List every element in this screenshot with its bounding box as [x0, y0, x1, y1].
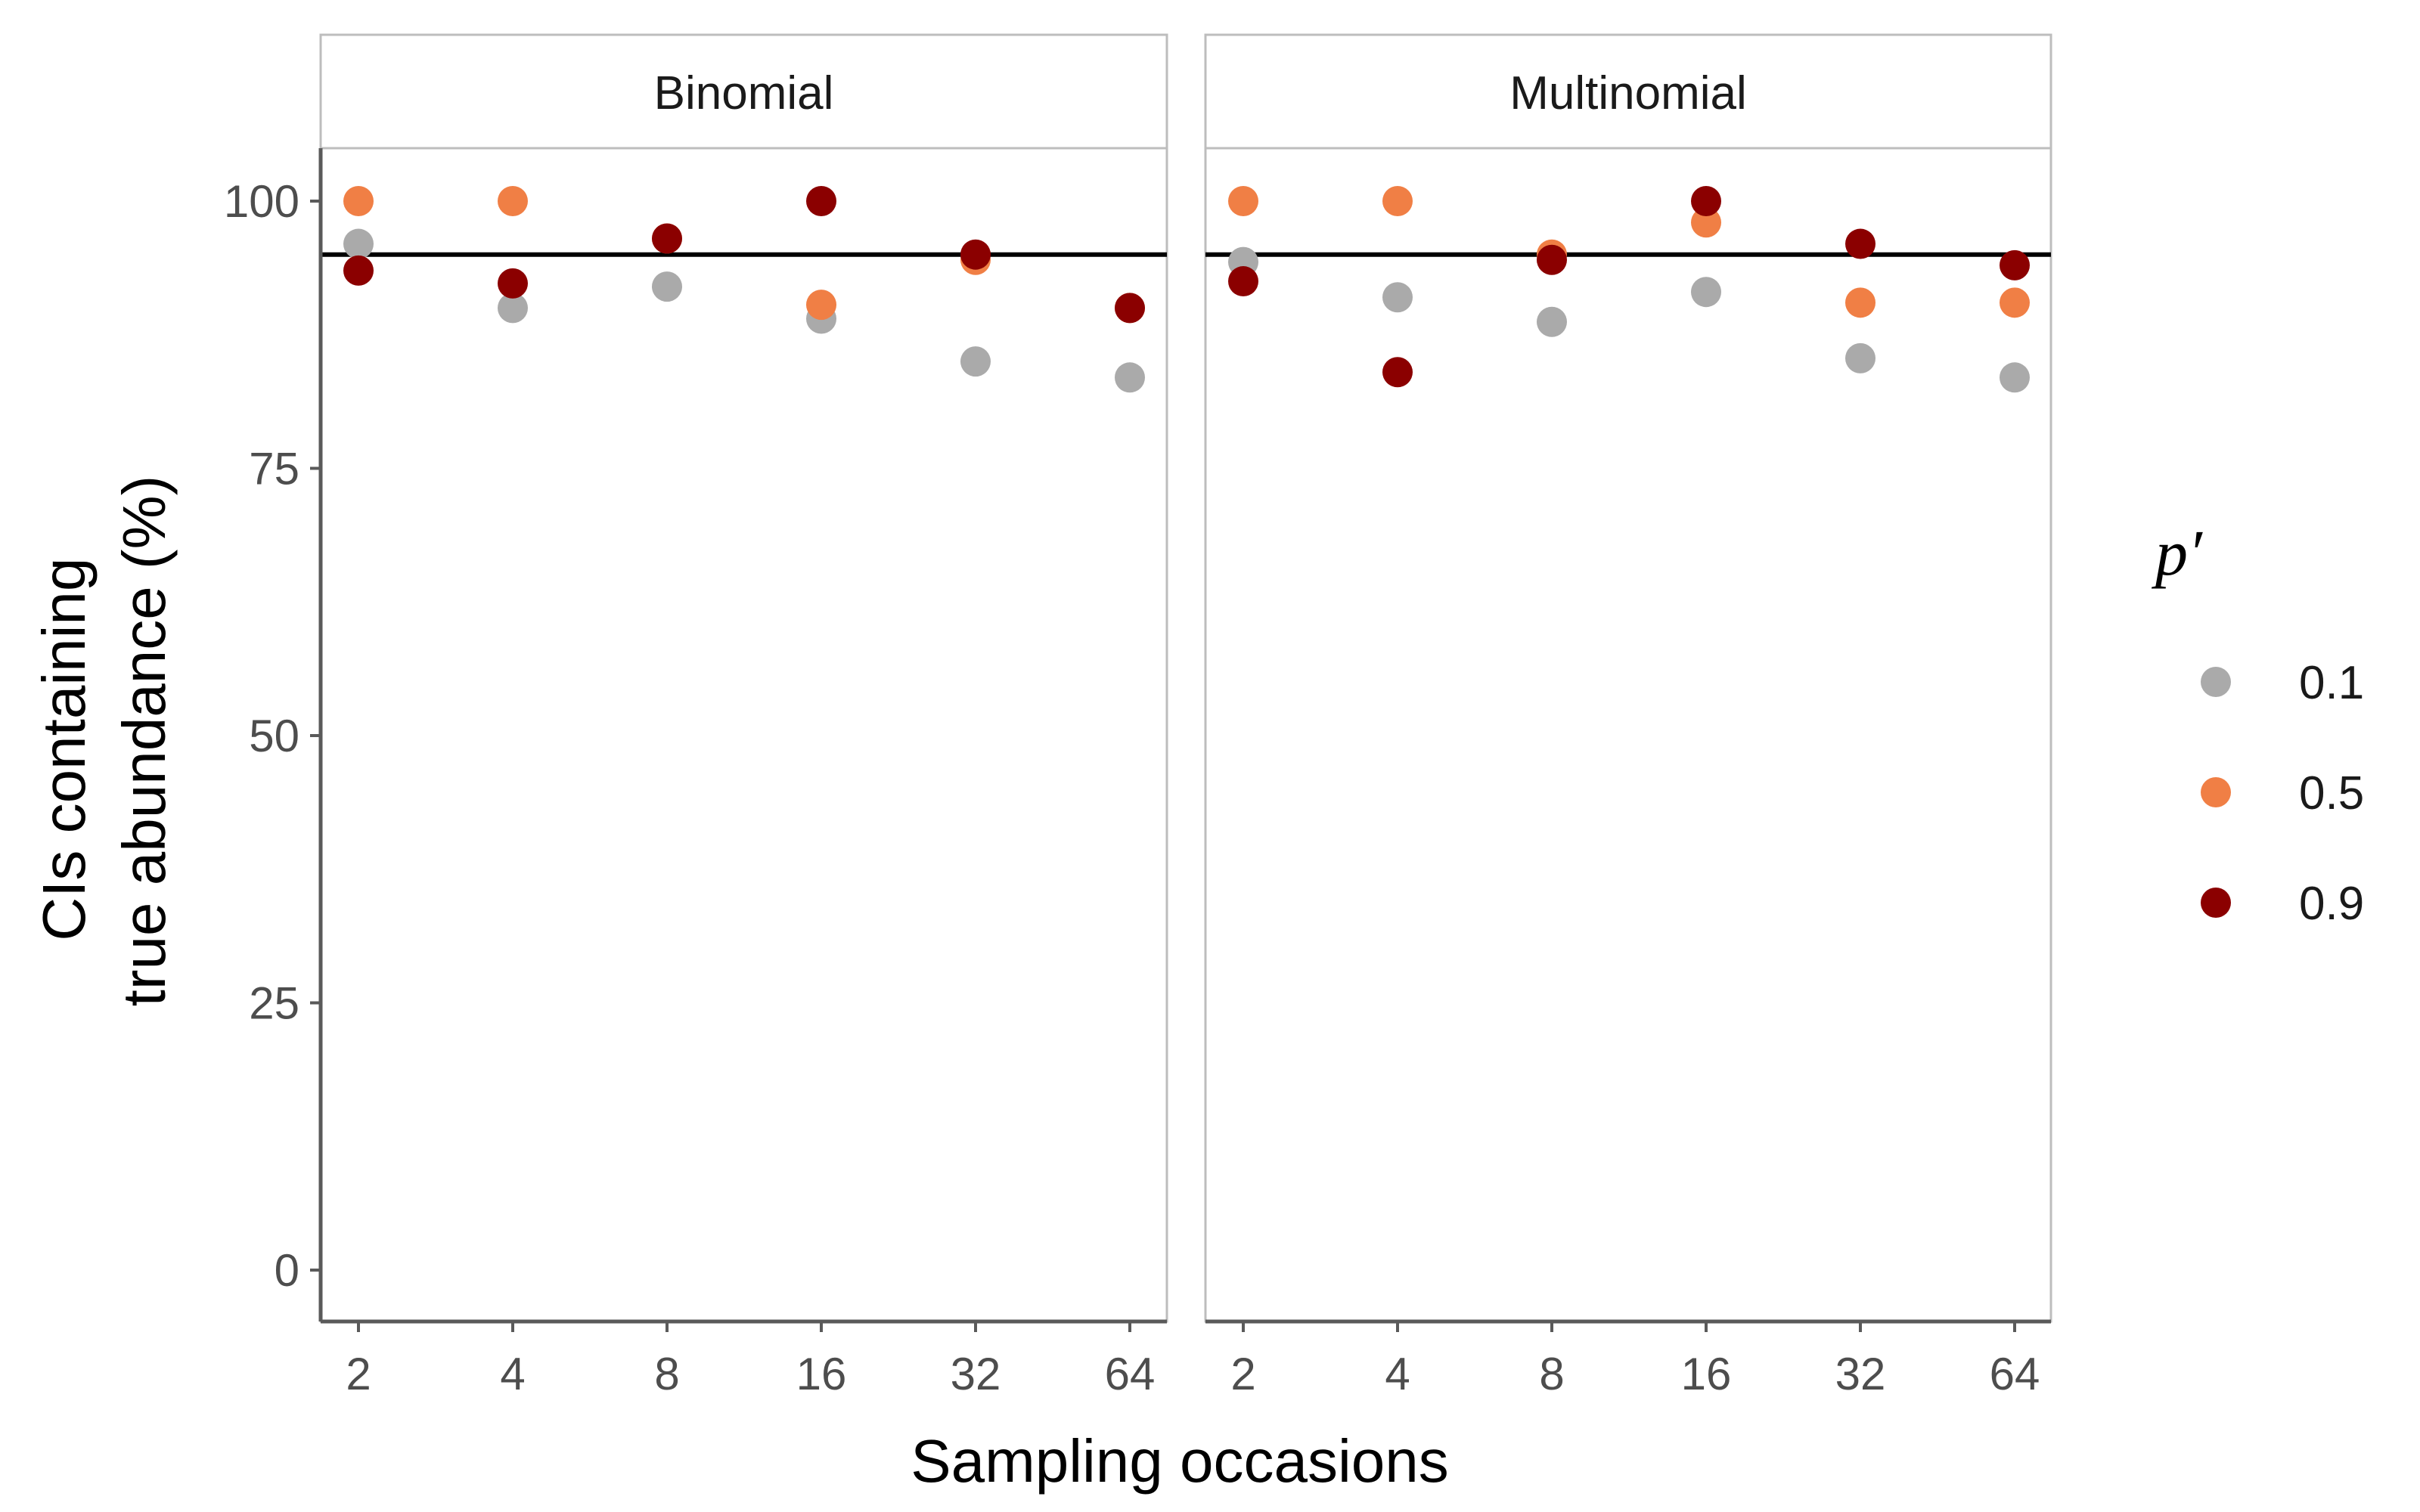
x-axis-title: Sampling occasions [911, 1427, 1448, 1495]
y-axis: 0 25 50 75 100 [224, 148, 323, 1321]
panel-box [1204, 147, 2052, 1323]
y-tick-label: 50 [249, 711, 299, 761]
x-tick-label: 64 [1105, 1349, 1156, 1399]
data-point [498, 268, 528, 299]
x-tick-label: 32 [951, 1349, 1001, 1399]
legend-title: p′ [2151, 516, 2203, 589]
legend-key [2201, 777, 2231, 807]
data-point [652, 223, 682, 254]
panel-binomial: Binomial 2 4 8 16 32 64 [319, 33, 1168, 1399]
data-point [1691, 186, 1721, 216]
legend-item-0.1: 0.1 [2201, 657, 2364, 709]
data-point [343, 186, 374, 216]
data-point [960, 346, 991, 377]
data-point [1382, 357, 1413, 388]
data-point [1537, 244, 1567, 275]
y-tick-label: 100 [224, 176, 299, 227]
series-0.9 [343, 186, 1145, 324]
legend-label: 0.5 [2299, 767, 2364, 820]
legend-key [2201, 888, 2231, 918]
y-tick-label: 0 [275, 1245, 299, 1296]
x-tick-label: 16 [1681, 1349, 1732, 1399]
data-point [1845, 287, 1876, 318]
data-point [1691, 207, 1721, 238]
x-tick-label: 8 [654, 1349, 679, 1399]
data-point [960, 239, 991, 270]
x-tick-label: 16 [796, 1349, 847, 1399]
data-point [1382, 186, 1413, 216]
data-point [343, 255, 374, 286]
data-point [498, 186, 528, 216]
data-point [1845, 342, 1876, 373]
x-tick-label: 2 [1230, 1349, 1255, 1399]
facet-strip-label: Multinomial [1509, 67, 1747, 119]
data-point [1537, 306, 1567, 337]
legend-label: 0.9 [2299, 878, 2364, 930]
data-point [652, 271, 682, 302]
x-tick-label: 64 [1990, 1349, 2040, 1399]
data-point [2000, 287, 2030, 318]
data-point [498, 293, 528, 324]
panel-box [319, 147, 1168, 1323]
data-point [1691, 277, 1721, 308]
x-tick-label: 2 [346, 1349, 371, 1399]
legend-key [2201, 667, 2231, 697]
y-axis-title-line-2: true abundance (%) [110, 476, 178, 1007]
data-point [343, 228, 374, 259]
facet-strip-label: Binomial [654, 67, 834, 119]
x-tick-label: 32 [1835, 1349, 1886, 1399]
data-point [1382, 282, 1413, 313]
data-point [1115, 362, 1145, 393]
legend: p′ 0.1 0.5 0.9 [2151, 516, 2364, 930]
data-point [806, 186, 836, 216]
series-0.9 [1228, 186, 2030, 388]
data-point [1845, 228, 1876, 259]
data-point [1228, 186, 1258, 216]
panel-multinomial: Multinomial 2 4 8 16 32 64 [1204, 33, 2052, 1399]
facet-panels: Binomial 2 4 8 16 32 64 Multinomial 2 4 8 16 32 64 [319, 33, 2052, 1399]
data-point [2000, 249, 2030, 280]
facet-strip-box [319, 33, 1168, 150]
y-axis-title-line-1: CIs containing [30, 558, 98, 941]
legend-label: 0.1 [2299, 657, 2364, 709]
data-point [1228, 266, 1258, 297]
legend-item-0.5: 0.5 [2201, 767, 2364, 820]
y-tick-label: 25 [249, 978, 299, 1029]
data-point [806, 290, 836, 321]
data-point [1115, 293, 1145, 324]
facet-strip-box [1204, 33, 2052, 150]
data-point [2000, 362, 2030, 393]
x-tick-label: 8 [1539, 1349, 1564, 1399]
y-tick-label: 75 [249, 444, 299, 494]
y-axis-title: CIs containing true abundance (%) [30, 476, 178, 1007]
x-tick-label: 4 [500, 1349, 525, 1399]
x-tick-label: 4 [1385, 1349, 1410, 1399]
legend-item-0.9: 0.9 [2201, 878, 2364, 930]
